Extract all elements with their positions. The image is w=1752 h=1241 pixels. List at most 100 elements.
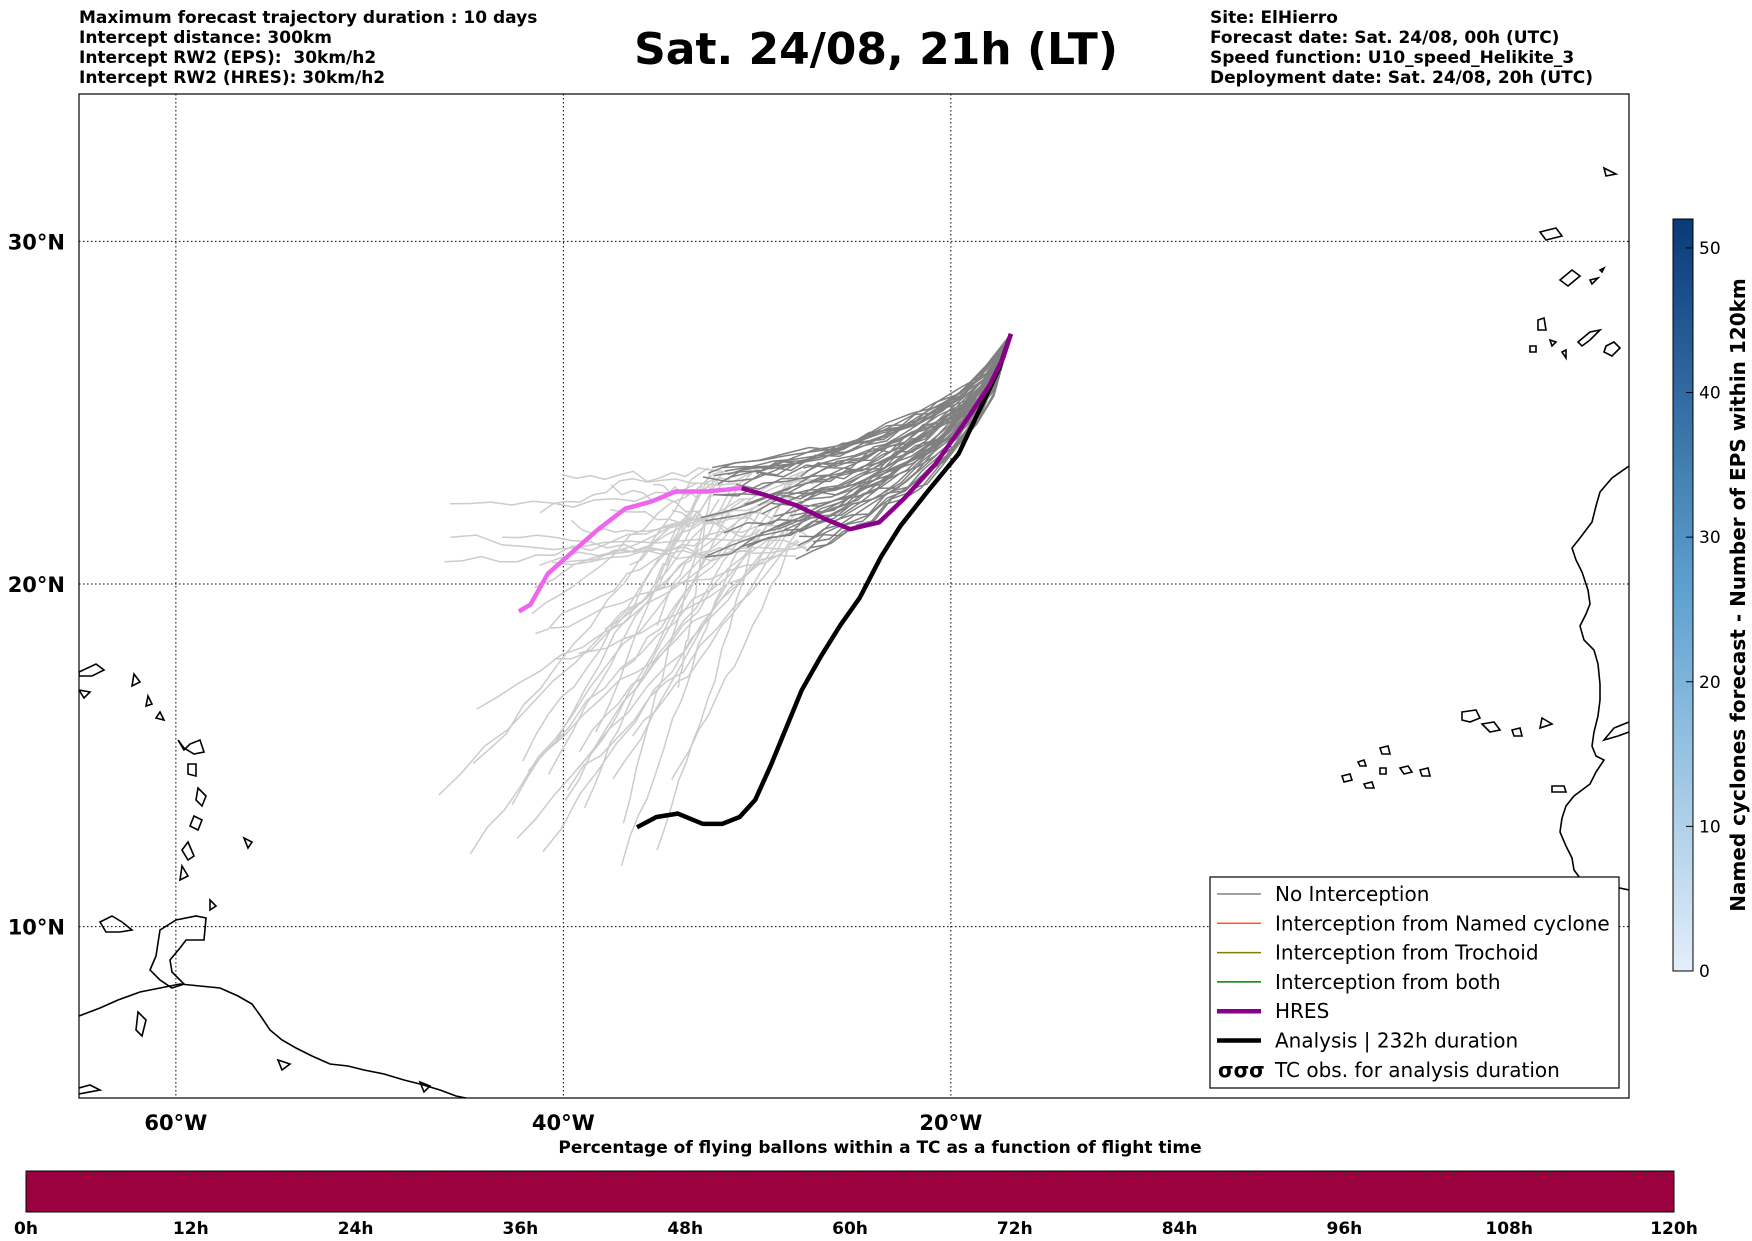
eps-trajectory-late <box>472 467 709 765</box>
tc-obs-symbol: σσσ <box>1218 1058 1265 1082</box>
eps-trajectory-late <box>677 519 707 688</box>
coastline-segment <box>1340 773 1354 783</box>
coastline-segment <box>1379 767 1387 775</box>
coastline-segment <box>187 763 197 778</box>
coastline-segment <box>188 814 204 832</box>
forecast-date-text: Forecast date: Sat. 24/08, 00h (UTC) <box>1210 28 1560 48</box>
header-right-info: Site: ElHierro Forecast date: Sat. 24/08… <box>1210 8 1593 88</box>
eps-trajectory-late <box>561 466 763 485</box>
coastline-segment <box>79 983 467 1098</box>
colorbar-label: Named cyclones forecast - Number of EPS … <box>1726 278 1750 912</box>
eps-trajectory-late <box>516 526 778 839</box>
eps-trajectory-late <box>539 467 726 514</box>
eps-trajectory-late <box>566 528 800 791</box>
intercept-eps-text: Intercept RW2 (EPS): 30km/h2 <box>79 48 377 68</box>
flight-time-tick-label: 48h <box>667 1219 703 1239</box>
header-left-info: Maximum forecast trajectory duration : 1… <box>79 8 537 88</box>
flight-time-tick-label: 84h <box>1162 1219 1198 1239</box>
eps-trajectory-late <box>547 471 723 775</box>
eps-trajectory <box>707 333 1012 557</box>
page-title: Sat. 24/08, 21h (LT) <box>634 24 1118 75</box>
analysis-trajectory <box>635 333 1014 830</box>
coastline-segment <box>1601 721 1629 742</box>
map-legend: No Interception Interception from Named c… <box>1209 876 1620 1089</box>
coastline-segment <box>1398 765 1414 775</box>
coastline-segment <box>135 1010 147 1038</box>
flight-time-colorbar: 0h 12h 24h 36h 48h 60h 72h 84h 96h 108h 120h <box>14 1170 1698 1239</box>
coastline-segment <box>79 689 92 700</box>
coastline-segment <box>79 663 106 677</box>
eps-trajectory-late <box>654 494 714 584</box>
lat-tick-label: 20°N <box>8 573 65 597</box>
eps-trajectory <box>708 333 1012 474</box>
eps-trajectory-late <box>561 545 807 564</box>
flight-time-tick-label: 24h <box>338 1219 374 1239</box>
intercept-distance-text: Intercept distance: 300km <box>79 28 332 48</box>
lon-tick-label: 60°W <box>144 1111 207 1135</box>
eps-trajectory <box>712 333 1012 497</box>
eps-trajectory-late <box>469 551 709 855</box>
eps-trajectory <box>717 333 1012 485</box>
eps-trajectory-late <box>527 531 786 772</box>
flight-time-tick-label: 12h <box>173 1219 209 1239</box>
legend-item: Interception from both <box>1217 970 1501 994</box>
coastline-segment <box>1603 341 1622 357</box>
eps-trajectory <box>813 333 1012 483</box>
eps-trajectory-late <box>577 487 789 770</box>
map-frame <box>78 93 1630 1099</box>
legend-label: Interception from both <box>1275 970 1501 994</box>
hres-trajectory <box>740 333 1014 532</box>
flight-time-tick-label: 120h <box>1650 1219 1698 1239</box>
eps-trajectory-late <box>444 513 702 563</box>
legend-item: No Interception <box>1217 882 1429 906</box>
eps-trajectory-late <box>550 502 800 747</box>
eps-trajectory-late <box>632 528 790 737</box>
colorbar-tick-label: 50 <box>1699 239 1721 259</box>
coastline-segment <box>1559 465 1629 891</box>
coastline-segment <box>195 786 207 808</box>
legend-item: Analysis | 232h duration <box>1217 1029 1518 1053</box>
coastline-segment <box>1362 781 1376 789</box>
eps-trajectory-late <box>539 479 815 567</box>
coastline-segment <box>1356 758 1368 767</box>
speed-function-text: Speed function: U10_speed_Helikite_3 <box>1210 48 1575 68</box>
flight-time-colorbar-title: Percentage of flying ballons within a TC… <box>558 1138 1202 1158</box>
eps-trajectory <box>744 333 1012 506</box>
coastline-segment <box>1558 268 1582 288</box>
coastline-segment <box>144 693 154 708</box>
coastline-segment <box>1548 338 1558 348</box>
eps-trajectory <box>722 333 1012 470</box>
colorbar-tick-label: 20 <box>1699 673 1721 693</box>
legend-item: Interception from Named cyclone <box>1217 911 1610 935</box>
flight-time-tick-label: 96h <box>1327 1219 1363 1239</box>
eps-trajectory-late <box>583 556 706 809</box>
flight-time-tick-label: 36h <box>503 1219 539 1239</box>
coastline-segment <box>1538 227 1564 241</box>
eps-trajectory-late <box>564 498 745 801</box>
coastline-segment <box>1576 328 1603 348</box>
eps-trajectory-late <box>550 540 800 629</box>
site-text: Site: ElHierro <box>1210 8 1338 28</box>
coastline-segment <box>1537 316 1547 331</box>
eps-trajectory <box>705 333 1012 522</box>
coastline-segment <box>209 898 218 912</box>
coastline-segment <box>149 915 207 989</box>
coastline-segment <box>1510 727 1524 737</box>
coastline-segment <box>1588 276 1601 286</box>
coastline-segment <box>1418 767 1432 777</box>
flight-time-tick-label: 72h <box>997 1219 1033 1239</box>
lat-tick-label: 10°N <box>8 916 65 940</box>
colorbar-tick-label: 30 <box>1699 528 1721 548</box>
hres-trajectory-late <box>517 485 742 614</box>
lon-tick-label: 40°W <box>532 1111 595 1135</box>
coastline-segment <box>276 1058 292 1072</box>
flight-time-tick-label: 0h <box>14 1219 38 1239</box>
colorbar-tick-label: 10 <box>1699 817 1721 837</box>
colorbar-tick-label: 0 <box>1699 962 1710 982</box>
legend-label: No Interception <box>1275 882 1429 906</box>
eps-trajectory-late <box>511 478 719 806</box>
coastline-segment <box>177 738 206 755</box>
graticule <box>79 94 1629 1098</box>
eps-trajectory-late <box>535 498 720 635</box>
axis-labels: 60°W 40°W 20°W 30°N 20°N 10°N <box>8 230 983 1135</box>
